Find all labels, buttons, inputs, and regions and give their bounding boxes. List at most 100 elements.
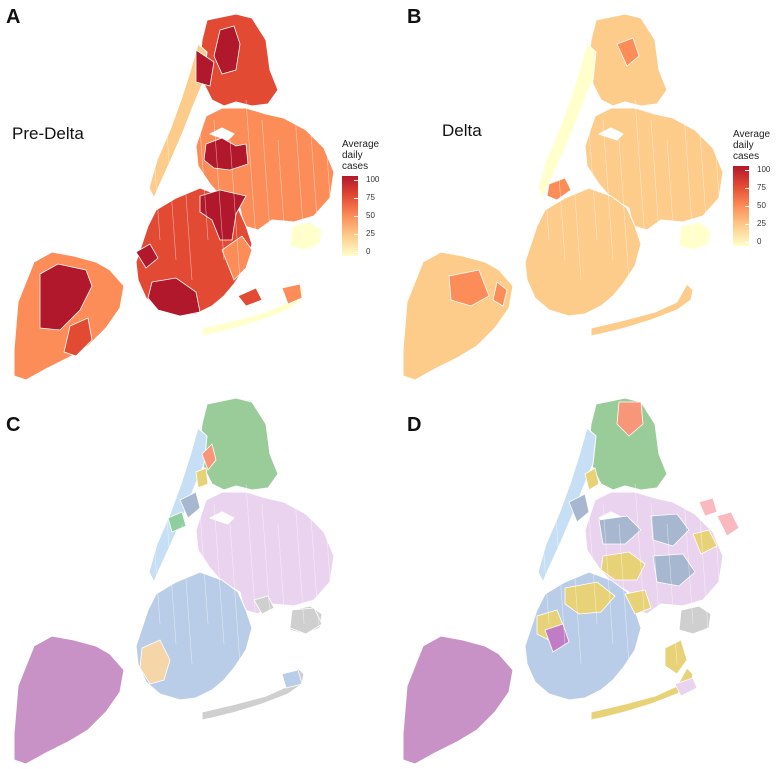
period-label-pre-delta: Pre-Delta — [12, 124, 84, 143]
legend-tick-mark — [354, 198, 358, 199]
region-rockaway — [590, 283, 694, 337]
legend-tick-mark — [745, 242, 749, 243]
neighborhood-boundary — [666, 139, 678, 281]
neighborhood-boundary — [309, 119, 321, 261]
subregion-patch — [289, 607, 323, 635]
neighborhood-boundary — [165, 503, 177, 645]
subregion-patch — [716, 511, 740, 537]
legend-tick-label: 100 — [757, 165, 771, 174]
neighborhood-boundary — [650, 119, 662, 261]
subregion-patch — [147, 277, 201, 317]
legend-colorbar: 100 75 50 25 0 — [733, 165, 778, 246]
neighborhood-boundary — [698, 503, 710, 645]
subregion-patch — [281, 283, 303, 305]
subregion-patch — [448, 269, 490, 307]
neighborhood-boundary — [618, 523, 630, 665]
region-staten — [402, 251, 514, 381]
borough-regions — [402, 13, 726, 381]
neighborhood-boundary — [602, 503, 614, 645]
subregion-patch — [664, 639, 688, 675]
legend-average-daily-cases: Average daily cases 100 75 50 25 0 — [342, 139, 389, 256]
subregion-patch — [237, 287, 263, 307]
neighborhood-boundary — [197, 483, 209, 625]
borough-regions — [13, 13, 337, 381]
borough-regions — [402, 397, 740, 765]
neighborhood-boundary — [245, 99, 257, 241]
neighborhood-boundary — [554, 503, 566, 645]
subregion-patch — [616, 401, 644, 437]
subregion-patch — [135, 243, 159, 269]
neighborhood-boundary — [149, 99, 161, 241]
legend-tick-label: 50 — [366, 211, 375, 220]
legend-average-daily-cases: Average daily cases 100 75 50 25 0 — [733, 129, 778, 246]
subregion-patch — [281, 669, 303, 689]
neighborhood-boundary — [181, 139, 193, 281]
subregion-patch — [63, 317, 93, 357]
subregion-patch — [201, 443, 217, 471]
neighborhood-boundary — [714, 139, 726, 281]
region-rockaway — [201, 283, 305, 337]
region-manhattan — [537, 43, 597, 199]
panel-b: B Delta Average daily cases 100 75 50 25 0 — [389, 0, 778, 384]
region-queens — [584, 107, 724, 231]
legend-title: Average daily cases — [342, 139, 380, 172]
panel-c: C — [0, 384, 389, 768]
neighborhood-boundary — [165, 119, 177, 261]
borough-regions — [13, 397, 337, 765]
region-brooklyn — [524, 187, 642, 317]
panel-letter-a: A — [6, 6, 21, 28]
legend-gradient — [342, 176, 358, 256]
region-brooklyn — [524, 571, 642, 701]
subregion-patch — [221, 235, 253, 281]
neighborhood-boundary — [570, 139, 582, 281]
legend-tick-label: 25 — [757, 219, 766, 228]
subregion-patch — [598, 515, 642, 545]
legend-tick-mark — [354, 216, 358, 217]
neighborhood-boundary — [682, 99, 694, 241]
neighborhood-boundary — [650, 503, 662, 645]
neighborhood-boundary — [213, 503, 225, 645]
legend-tick-label: 0 — [757, 237, 762, 246]
neighborhood-boundary — [197, 99, 209, 241]
region-manhattan — [148, 427, 208, 583]
subregion-patch — [692, 529, 718, 555]
neighborhood-boundary — [698, 119, 710, 261]
subregion-patch — [698, 497, 718, 517]
legend-tick-mark — [354, 234, 358, 235]
region-island — [209, 511, 235, 525]
neighborhood-boundary — [325, 139, 337, 281]
region-laguardia — [289, 221, 323, 251]
map-b — [402, 13, 726, 381]
neighborhood-boundary — [682, 483, 694, 625]
subregion-patch — [195, 49, 215, 87]
region-laguardia — [678, 605, 712, 635]
neighborhood-boundary — [714, 523, 726, 665]
neighborhood-boundary — [277, 523, 289, 665]
legend-tick-mark — [745, 206, 749, 207]
legend-gradient — [733, 166, 749, 246]
panel-d: D — [389, 384, 778, 768]
neighborhood-boundary — [666, 523, 678, 665]
subregion-patch — [674, 677, 698, 697]
neighborhood-boundary — [538, 483, 550, 625]
legend-tick-label: 100 — [366, 175, 380, 184]
map-c — [13, 397, 337, 765]
legend-tick-label: 75 — [757, 183, 766, 192]
neighborhood-boundary — [586, 483, 598, 625]
region-manhattan — [537, 427, 597, 583]
subregion-patch — [584, 467, 600, 491]
subregion-patch — [203, 137, 249, 171]
region-island — [598, 127, 624, 141]
neighborhood-boundary — [538, 99, 550, 241]
panel-letter-c: C — [6, 414, 21, 436]
subregion-patch — [213, 25, 241, 75]
subregion-patch — [650, 513, 690, 547]
neighborhood-boundary — [261, 119, 273, 261]
legend-tick-label: 25 — [366, 229, 375, 238]
legend-tick-mark — [745, 188, 749, 189]
neighborhood-boundary — [293, 483, 305, 625]
neighborhood-boundary — [261, 503, 273, 645]
panel-a: A Pre-Delta Average daily cases 100 75 50 2… — [0, 0, 389, 384]
neighborhood-boundary — [213, 119, 225, 261]
neighborhood-boundary — [181, 523, 193, 665]
